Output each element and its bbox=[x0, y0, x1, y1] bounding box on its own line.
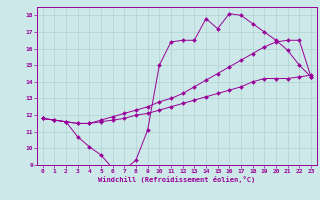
X-axis label: Windchill (Refroidissement éolien,°C): Windchill (Refroidissement éolien,°C) bbox=[98, 176, 255, 183]
